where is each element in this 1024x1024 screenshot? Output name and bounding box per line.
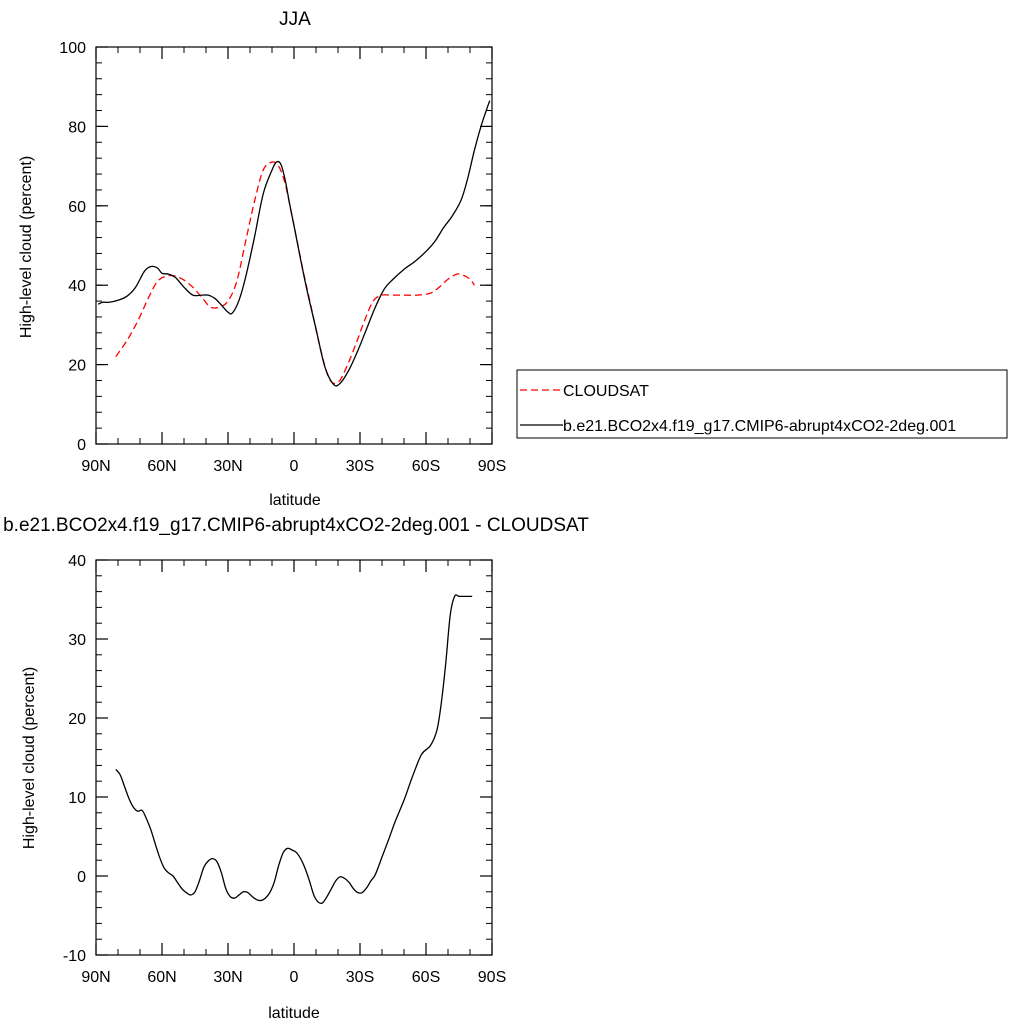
top-chart-x-axis-label: latitude <box>269 492 321 509</box>
y-tick-label: 30 <box>68 632 86 649</box>
bottom-chart-series <box>115 594 473 905</box>
top-chart-plot-frame <box>95 46 493 445</box>
x-tick-label: 90N <box>81 458 110 475</box>
top-chart-ticks: 90N 60N 30N 0 30S 60S 90S 0 20 40 60 80 100 <box>59 40 506 475</box>
bottom-chart-x-axis-label: latitude <box>268 1005 320 1022</box>
bottom-chart-title: b.e21.BCO2x4.f19_g17.CMIP6-abrupt4xCO2-2… <box>3 515 589 536</box>
top-chart-legend: CLOUDSAT b.e21.BCO2x4.f19_g17.CMIP6-abru… <box>516 369 1008 439</box>
x-tick-label: 30S <box>346 458 374 475</box>
legend-box <box>516 369 1008 439</box>
x-tick-label: 60S <box>412 969 440 986</box>
legend-label-cloudsat: CLOUDSAT <box>563 383 649 400</box>
y-tick-label: -10 <box>63 948 86 965</box>
y-tick-label: 40 <box>68 278 86 295</box>
y-tick-label: 60 <box>68 199 86 216</box>
bottom-chart-ticks: 90N 60N 30N 0 30S 60S 90S -10 0 10 20 30 40 <box>63 553 506 986</box>
x-tick-label: 30S <box>346 969 374 986</box>
x-tick-label: 60N <box>147 458 176 475</box>
top-chart-y-axis-label: High-level cloud (percent) <box>18 156 35 338</box>
y-tick-label: 0 <box>77 869 86 886</box>
y-tick-label: 20 <box>68 711 86 728</box>
top-chart-panel: JJA High-level cloud (percent) latitude … <box>18 9 1008 509</box>
x-tick-label: 90S <box>478 969 506 986</box>
bottom-chart-plot-frame <box>95 559 493 956</box>
x-tick-label: 60S <box>412 458 440 475</box>
top-chart-series <box>97 100 491 387</box>
top-chart-series-line-0 <box>115 161 475 385</box>
x-tick-label: 60N <box>147 969 176 986</box>
legend-label-model: b.e21.BCO2x4.f19_g17.CMIP6-abrupt4xCO2-2… <box>563 418 956 435</box>
y-tick-label: 100 <box>59 40 86 57</box>
x-tick-label: 90N <box>81 969 110 986</box>
bottom-chart-y-axis-label: High-level cloud (percent) <box>21 667 38 849</box>
y-tick-label: 0 <box>77 437 86 454</box>
y-tick-label: 40 <box>68 553 86 570</box>
x-tick-label: 90S <box>478 458 506 475</box>
top-chart-series-line-1 <box>97 100 491 387</box>
x-tick-label: 0 <box>290 969 299 986</box>
x-tick-label: 30N <box>213 969 242 986</box>
y-tick-label: 10 <box>68 790 86 807</box>
x-tick-label: 0 <box>290 458 299 475</box>
x-tick-label: 30N <box>213 458 242 475</box>
y-tick-label: 80 <box>68 119 86 136</box>
top-chart-title: JJA <box>279 9 311 30</box>
bottom-chart-panel: b.e21.BCO2x4.f19_g17.CMIP6-abrupt4xCO2-2… <box>3 515 589 1022</box>
y-tick-label: 20 <box>68 358 86 375</box>
bottom-chart-series-line-0 <box>115 594 473 905</box>
